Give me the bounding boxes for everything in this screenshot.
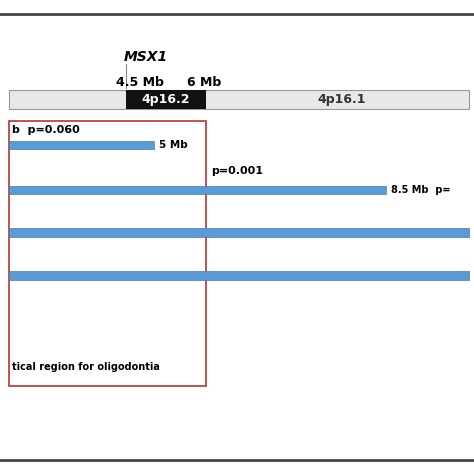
Text: 4.5 Mb: 4.5 Mb bbox=[116, 76, 164, 90]
Text: b  p=0.060: b p=0.060 bbox=[12, 125, 80, 136]
Bar bbox=[9, 228, 469, 237]
Text: 4p16.2: 4p16.2 bbox=[142, 93, 190, 106]
Bar bbox=[9, 121, 206, 386]
Bar bbox=[9, 90, 469, 109]
Text: 6 Mb: 6 Mb bbox=[187, 76, 221, 90]
Text: 8.5 Mb  p=: 8.5 Mb p= bbox=[391, 185, 451, 195]
Text: p=0.001: p=0.001 bbox=[211, 165, 263, 176]
Text: 5 Mb: 5 Mb bbox=[159, 140, 188, 150]
Text: tical region for oligodontia: tical region for oligodontia bbox=[12, 362, 160, 373]
Text: MSX1: MSX1 bbox=[123, 50, 167, 64]
Bar bbox=[9, 271, 469, 280]
Text: 4p16.1: 4p16.1 bbox=[317, 93, 365, 106]
Bar bbox=[126, 90, 206, 109]
Bar bbox=[9, 141, 154, 149]
Bar bbox=[9, 186, 386, 194]
